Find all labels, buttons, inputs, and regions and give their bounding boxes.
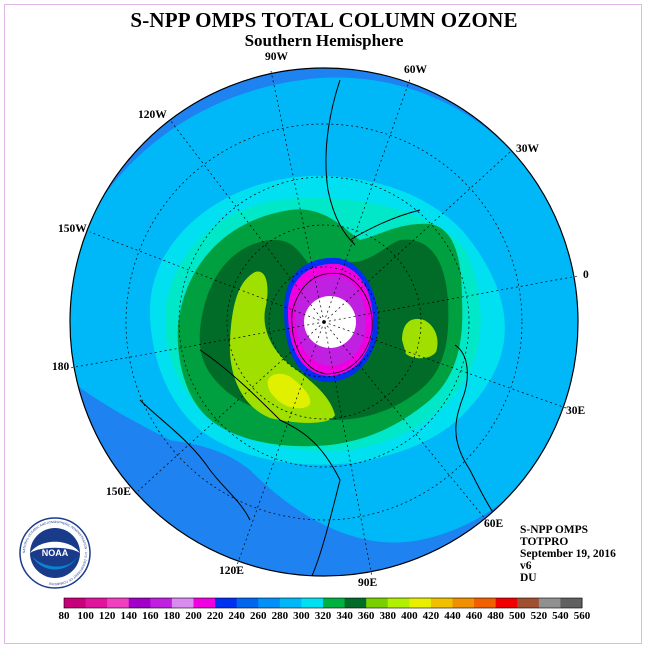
coastline-new-zealand: [139, 399, 251, 521]
noaa-logo: NOAA NATIONAL OCEANIC AND ATMOSPHERIC AD…: [19, 517, 91, 589]
colorbar-tick-label: 100: [77, 610, 94, 622]
colorbar-swatch: [128, 598, 151, 608]
colorbar-tick-label: 280: [272, 610, 289, 622]
colorbar-swatch: [301, 598, 324, 608]
colorbar-swatch: [85, 598, 108, 608]
colorbar-tick-label: 560: [574, 610, 591, 622]
coastline-africa: [454, 344, 506, 531]
info-date: September 19, 2016: [520, 548, 616, 560]
colorbar-swatch: [495, 598, 518, 608]
lon-label-120w: 120W: [138, 109, 167, 121]
noaa-logo-text: NOAA: [42, 548, 69, 558]
info-version: v6: [520, 560, 532, 572]
ozone-region-380: [229, 271, 335, 423]
colorbar-tick-label: 380: [380, 610, 397, 622]
colorbar-swatch: [171, 598, 194, 608]
coastline-peninsula: [349, 209, 421, 241]
map-boundary: [69, 67, 579, 577]
colorbar-swatch: [64, 598, 87, 608]
graticule: [69, 70, 579, 578]
lon-label-90w: 90W: [265, 51, 288, 63]
lon-label-30w: 30W: [516, 143, 539, 155]
colorbar-border: [63, 597, 583, 609]
lon-label-0: 0: [583, 269, 589, 281]
colorbar-swatch: [258, 598, 281, 608]
colorbar-tick-label: 400: [401, 610, 418, 622]
colorbar-swatch: [409, 598, 432, 608]
colorbar-tick-label: 300: [293, 610, 310, 622]
colorbar-tick-label: 540: [552, 610, 569, 622]
info-satellite: S-NPP OMPS: [520, 524, 589, 536]
colorbar-tick-label: 420: [423, 610, 440, 622]
colorbar-tick-label: 480: [487, 610, 504, 622]
colorbar-swatch: [150, 598, 173, 608]
lon-label-60e: 60E: [484, 518, 504, 530]
lon-label-120e: 120E: [219, 565, 244, 577]
colorbar-tick-label: 120: [99, 610, 116, 622]
colorbar-tick-label: 80: [59, 610, 71, 622]
no-data-polar-cap: [304, 296, 356, 348]
colorbar: 80 100 120 140 160 180 200 220 240 260 280 300 320 34…: [59, 597, 591, 622]
map-title: S-NPP OMPS TOTAL COLUMN OZONE: [130, 8, 518, 32]
map-subtitle: Southern Hemisphere: [244, 31, 404, 50]
colorbar-labels: 80 100 120 140 160 180 200 220 240 260 280 300 320 34…: [59, 610, 591, 622]
south-pole-marker: [322, 320, 326, 324]
ozone-region-low-2: [70, 380, 330, 567]
ozone-field: [70, 68, 578, 576]
colorbar-swatch: [517, 598, 540, 608]
colorbar-tick-label: 320: [315, 610, 332, 622]
colorbar-tick-label: 260: [250, 610, 267, 622]
colorbar-tick-label: 340: [336, 610, 353, 622]
colorbar-swatch: [452, 598, 475, 608]
colorbar-swatch: [560, 598, 583, 608]
colorbar-swatch: [323, 598, 346, 608]
info-units: DU: [520, 572, 537, 584]
colorbar-swatch: [193, 598, 216, 608]
lon-label-180: 180: [52, 361, 70, 373]
colorbar-tick-label: 140: [121, 610, 138, 622]
colorbar-swatch: [387, 598, 410, 608]
coastline-south-america: [325, 79, 356, 246]
product-info: S-NPP OMPS TOTPRO September 19, 2016 v6 …: [520, 524, 616, 584]
lon-label-150w: 150W: [58, 223, 87, 235]
colorbar-tick-label: 240: [228, 610, 245, 622]
colorbar-tick-label: 360: [358, 610, 375, 622]
colorbar-tick-label: 520: [531, 610, 548, 622]
colorbar-swatch: [236, 598, 259, 608]
figure-frame: [4, 4, 642, 644]
colorbar-swatch: [215, 598, 238, 608]
lon-label-60w: 60W: [404, 64, 427, 76]
colorbar-tick-label: 160: [142, 610, 159, 622]
colorbar-swatch: [366, 598, 389, 608]
colorbar-tick-label: 460: [466, 610, 483, 622]
colorbar-tick-label: 500: [509, 610, 526, 622]
colorbar-swatch: [430, 598, 453, 608]
colorbar-swatch: [279, 598, 302, 608]
colorbar-swatch: [538, 598, 561, 608]
ozone-region-400: [267, 373, 311, 409]
lon-label-90e: 90E: [358, 577, 378, 589]
coastline-antarctica: [291, 272, 373, 375]
colorbar-swatches: [63, 597, 583, 609]
lon-label-30e: 30E: [566, 405, 586, 417]
colorbar-tick-label: 180: [164, 610, 181, 622]
colorbar-swatch: [474, 598, 497, 608]
colorbar-tick-label: 220: [207, 610, 224, 622]
info-product: TOTPRO: [520, 536, 569, 548]
colorbar-tick-label: 440: [444, 610, 461, 622]
colorbar-swatch: [107, 598, 130, 608]
colorbar-swatch: [344, 598, 367, 608]
coastline-australia: [199, 349, 341, 576]
lon-label-150e: 150E: [106, 486, 131, 498]
colorbar-tick-label: 200: [185, 610, 202, 622]
